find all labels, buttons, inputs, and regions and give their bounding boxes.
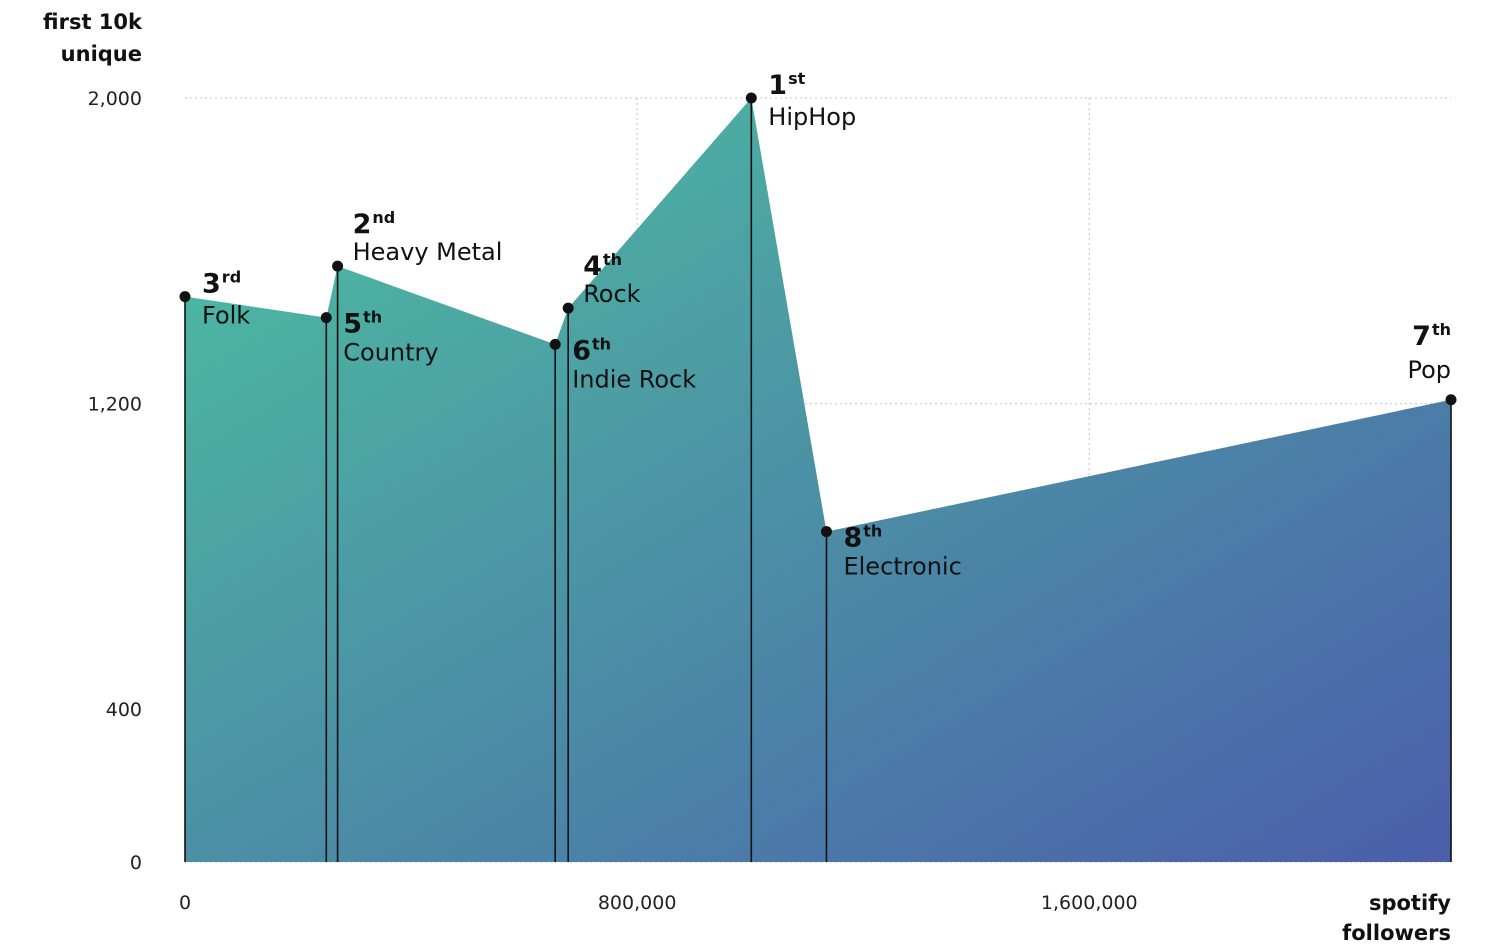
- data-points: [179, 92, 1457, 538]
- data-point: [320, 312, 332, 324]
- data-point: [1445, 394, 1457, 406]
- rank-label-rock: 4th: [583, 250, 622, 282]
- y-axis-title-line1: first 10k: [43, 10, 143, 34]
- data-point: [549, 338, 561, 350]
- tick-labels: 0 400 1,200 2,000 0 800,000 1,600,000: [88, 88, 1138, 914]
- genre-label-indie-rock: Indie Rock: [572, 365, 696, 393]
- rank-label-indie-rock: 6th: [572, 334, 611, 366]
- genre-label-folk: Folk: [202, 302, 250, 330]
- x-axis-title-line2: followers: [1342, 921, 1451, 945]
- data-point: [332, 260, 344, 272]
- rank-label-pop: 7th: [1412, 320, 1451, 352]
- x-axis-title-line1: spotify: [1369, 891, 1451, 915]
- data-point: [820, 526, 832, 538]
- genre-label-country: Country: [343, 339, 438, 367]
- x-tick-label: 1,600,000: [1041, 892, 1138, 914]
- genre-label-pop: Pop: [1407, 356, 1451, 384]
- rank-label-folk: 3rd: [202, 268, 241, 300]
- rank-label-country: 5th: [343, 308, 382, 340]
- area-fill: [185, 98, 1451, 862]
- x-tick-label: 800,000: [598, 892, 677, 914]
- y-tick-label: 400: [106, 699, 142, 721]
- genre-label-rock: Rock: [583, 280, 640, 308]
- data-point: [179, 291, 191, 303]
- drop-lines: [184, 98, 1452, 862]
- rank-label-hiphop: 1st: [768, 69, 805, 101]
- y-axis-title-line2: unique: [61, 42, 142, 66]
- genre-label-hiphop: HipHop: [768, 103, 856, 131]
- rank-label-heavy-metal: 2nd: [353, 208, 396, 240]
- rank-label-electronic: 8th: [843, 522, 882, 554]
- y-tick-label: 1,200: [88, 394, 142, 416]
- y-tick-label: 2,000: [88, 88, 142, 110]
- genre-label-heavy-metal: Heavy Metal: [353, 238, 503, 266]
- x-tick-label: 0: [179, 892, 191, 914]
- genre-label-electronic: Electronic: [843, 553, 961, 581]
- data-point: [745, 92, 757, 104]
- data-point: [562, 302, 574, 314]
- y-tick-label: 0: [130, 852, 142, 874]
